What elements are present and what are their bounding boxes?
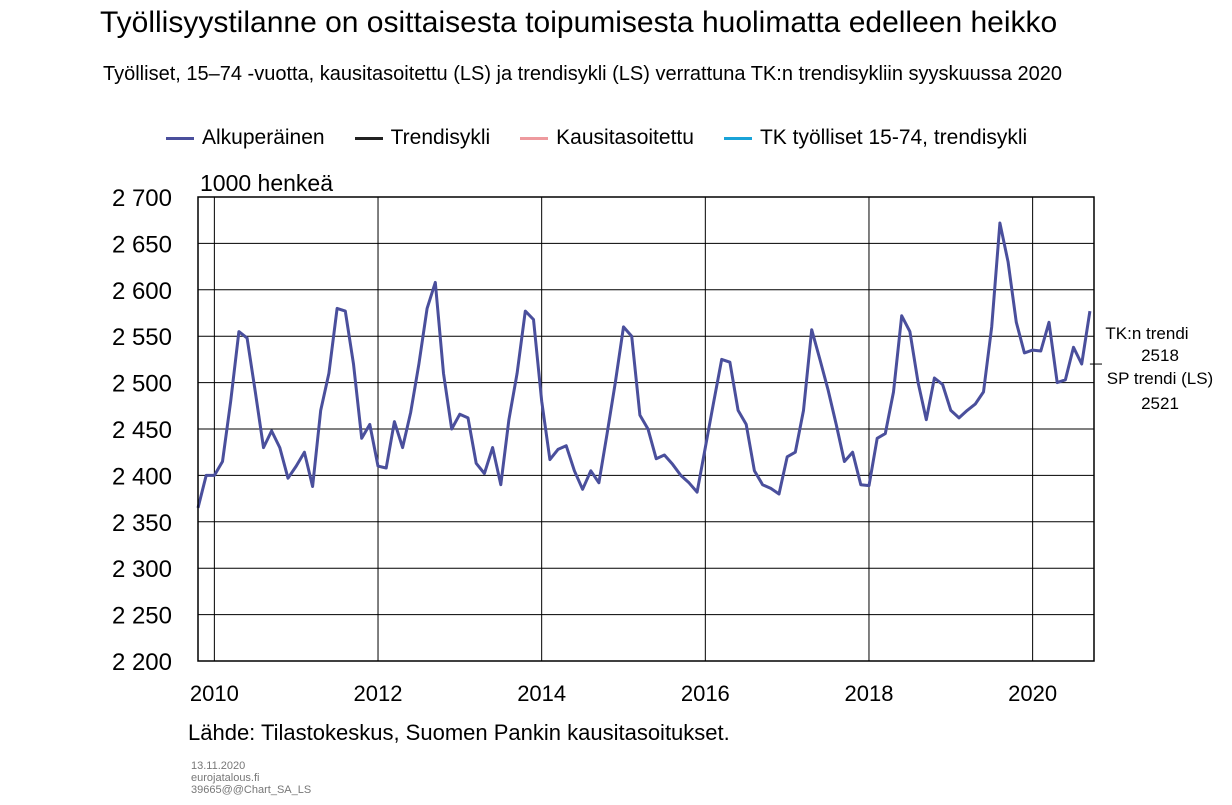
plot-frame [197,196,1095,662]
y-tick-label: 2 550 [112,324,172,351]
y-tick-label: 2 250 [112,603,172,630]
legend-label-trendisykli: Trendisykli [390,126,491,149]
legend-swatch-tk-trend [723,136,752,140]
legend-swatch-alkuperainen [166,136,194,140]
legend-item-kausitasoitettu: Kausitasoitettu [520,126,694,150]
x-tick-label: 2012 [354,681,403,706]
x-tick-labels: 2010 2012 2014 2016 2018 2020 [190,681,1057,706]
chart-title: Työllisyystilanne on osittaisesta toipum… [100,6,1058,39]
series-line-0 [196,221,1092,509]
legend-label-tk-trend: TK työlliset 15-74, trendisykli [759,126,1028,149]
legend: Alkuperäinen Trendisykli Kausitasoitettu… [166,125,1057,151]
y-tick-label: 2 350 [112,510,172,537]
annotation-sp-label: SP trendi (LS) [1107,369,1213,388]
x-tick-label: 2020 [1008,681,1057,706]
annotation-sp-value: 2521 [1141,394,1179,413]
y-tick-label: 2 700 [112,185,172,212]
annotation-tk-label: TK:n trendi [1105,324,1188,343]
footer-date: 13.11.2020 [191,760,246,772]
y-tick-label: 2 450 [112,417,172,444]
legend-label-kausitasoitettu: Kausitasoitettu [556,126,694,149]
y-tick-label: 2 600 [112,278,172,305]
annotation-tk-value: 2518 [1141,346,1179,365]
x-tick-label: 2010 [190,681,239,706]
y-tick-label: 2 200 [112,649,172,676]
x-tick-label: 2018 [845,681,894,706]
y-tick-label: 2 400 [112,463,172,490]
y-tick-label: 2 500 [112,371,172,398]
grid-lines [198,196,1094,662]
x-tick-label: 2016 [681,681,730,706]
chart-subtitle: Työlliset, 15–74 -vuotta, kausitasoitett… [103,63,1062,85]
legend-item-tk-trend: TK työlliset 15-74, trendisykli [723,126,1028,150]
legend-item-trendisykli: Trendisykli [354,126,491,150]
footer: 13.11.2020 eurojatalous.fi 39665@@Chart_… [191,760,311,796]
y-tick-label: 2 300 [112,556,172,583]
source-note: Lähde: Tilastokeskus, Suomen Pankin kaus… [188,720,730,745]
legend-swatch-kausitasoitettu [520,136,549,140]
legend-item-alkuperainen: Alkuperäinen [166,126,325,150]
footer-code: 39665@@Chart_SA_LS [191,784,312,796]
y-tick-label: 2 650 [112,231,172,258]
legend-swatch-trendisykli [354,136,383,140]
y-axis-unit-label: 1000 henkeä [200,170,334,196]
series-lines [196,221,1092,509]
x-tick-label: 2014 [517,681,566,706]
legend-label-alkuperainen: Alkuperäinen [202,126,325,149]
footer-site: eurojatalous.fi [191,772,260,784]
y-tick-labels: 2 200 2 250 2 300 2 350 2 400 2 450 2 500 2 550… [112,185,172,676]
